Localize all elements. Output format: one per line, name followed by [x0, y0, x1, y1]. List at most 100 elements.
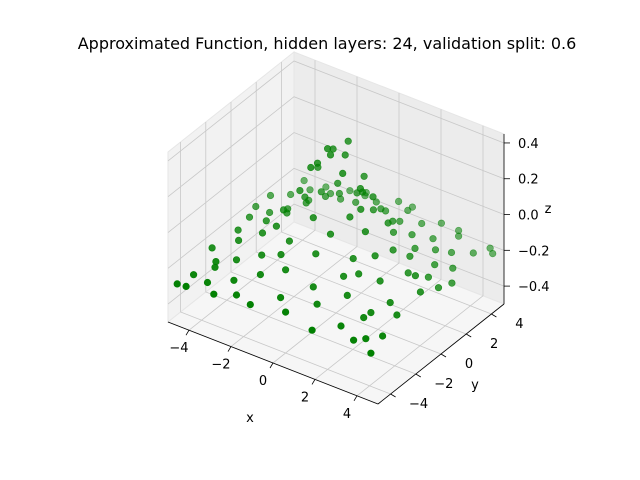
data-point	[367, 349, 375, 357]
data-point	[277, 251, 285, 259]
y-axis-label: y	[471, 378, 479, 393]
data-point	[173, 280, 181, 288]
data-point	[317, 188, 325, 196]
data-point	[355, 270, 363, 278]
data-point	[266, 191, 275, 200]
y-tick-label: −4	[409, 397, 428, 412]
x-tick-label: 4	[343, 407, 351, 422]
data-point	[335, 189, 344, 198]
x-tick-label: 2	[301, 390, 309, 405]
data-point	[360, 172, 368, 180]
x-tick-mark	[185, 329, 190, 336]
data-point	[360, 314, 368, 322]
z-tick-label: 0.2	[518, 173, 539, 188]
x-tick-label: −2	[211, 358, 230, 373]
data-point	[245, 213, 254, 221]
x-gridline	[230, 76, 358, 347]
y-tick-mark	[465, 333, 472, 338]
data-point	[256, 271, 265, 279]
y-tick-mark	[491, 313, 497, 318]
data-point	[356, 185, 365, 193]
data-point	[287, 190, 295, 199]
data-point	[313, 300, 321, 308]
y-tick-label: 2	[490, 337, 498, 352]
data-point	[306, 186, 314, 194]
data-point	[277, 294, 285, 302]
chart-title: Approximated Function, hidden layers: 24…	[78, 34, 577, 53]
data-point	[300, 177, 308, 185]
data-point	[371, 252, 379, 260]
data-point	[469, 249, 477, 257]
data-point	[384, 219, 392, 227]
data-point	[302, 199, 310, 207]
z-gridline	[167, 203, 505, 305]
data-point	[395, 197, 403, 205]
data-point	[411, 272, 420, 280]
data-point	[379, 332, 387, 340]
data-point	[230, 276, 238, 284]
data-point	[262, 217, 270, 225]
x-gridline	[356, 125, 484, 397]
data-point	[282, 308, 290, 316]
data-point	[372, 198, 380, 206]
y-gridline	[205, 122, 416, 375]
data-point	[266, 208, 274, 217]
data-point	[357, 205, 365, 213]
y-tick-mark	[415, 373, 422, 378]
data-point	[211, 263, 219, 271]
data-point	[437, 219, 446, 227]
data-point	[431, 246, 440, 254]
z-gridline	[167, 60, 505, 162]
data-point	[337, 322, 345, 330]
data-point	[252, 202, 260, 211]
data-point	[406, 252, 414, 260]
data-point	[408, 231, 416, 239]
axes-lines	[167, 134, 510, 405]
data-point	[340, 272, 348, 280]
data-point	[235, 236, 243, 244]
data-point	[389, 246, 397, 254]
data-point	[232, 256, 241, 264]
data-point	[346, 187, 354, 195]
z-tick-label: 0.4	[518, 137, 539, 152]
x-tick-mark	[269, 362, 274, 369]
data-point	[282, 266, 290, 274]
data-point	[258, 229, 267, 237]
data-point	[309, 283, 317, 291]
data-point	[301, 193, 309, 201]
data-point	[307, 163, 315, 172]
data-point	[308, 326, 316, 334]
data-point	[404, 269, 412, 277]
y-tick-label: 4	[515, 317, 523, 332]
data-point	[234, 226, 242, 234]
y-gridline	[230, 102, 442, 355]
data-point	[376, 277, 384, 285]
data-point	[312, 250, 320, 258]
axes-grid	[167, 60, 505, 397]
tick-labels: −4 −2 0 2 4 −4 −2 0 2 4 −0.4 −0.2 0.0 0.2 0.4	[169, 137, 549, 422]
z-tick-label: 0.0	[518, 209, 539, 224]
data-point	[285, 237, 294, 245]
y-tick-label: −2	[434, 377, 453, 392]
data-point	[343, 291, 351, 300]
data-point	[313, 159, 322, 167]
x-axis-label: x	[246, 411, 254, 426]
data-point	[424, 273, 433, 281]
data-point	[448, 279, 456, 287]
data-point	[321, 192, 330, 200]
data-point	[326, 230, 335, 238]
data-point	[350, 336, 358, 344]
x-tick-label: 0	[259, 374, 267, 389]
data-point	[324, 145, 332, 153]
y-gridline	[255, 82, 467, 335]
z-tick-label: −0.4	[518, 280, 550, 295]
data-point	[377, 205, 385, 213]
data-point	[431, 261, 439, 269]
data-point	[346, 213, 354, 221]
x-tick-mark	[353, 395, 358, 402]
x-tick-mark	[227, 346, 232, 352]
data-points	[173, 137, 497, 357]
y-tick-mark	[440, 353, 447, 358]
data-point	[411, 244, 419, 252]
